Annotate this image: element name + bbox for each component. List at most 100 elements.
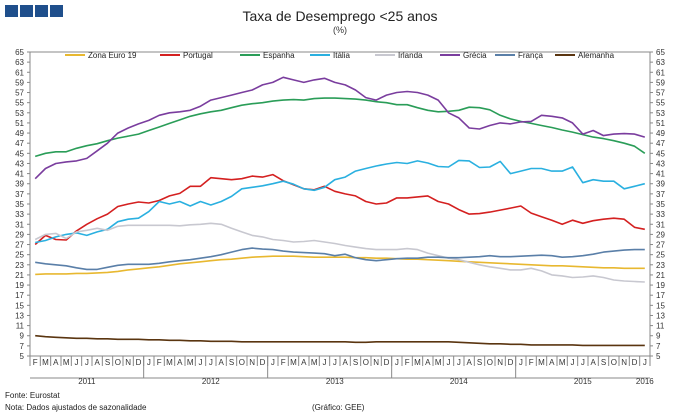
y-tick-label: 53 bbox=[656, 109, 665, 118]
legend-label: Zona Euro 19 bbox=[88, 51, 137, 60]
y-tick-label: 65 bbox=[656, 48, 665, 57]
y-tick-label: 51 bbox=[656, 119, 665, 128]
legend-label: Irlanda bbox=[398, 51, 423, 60]
month-label: J bbox=[323, 358, 327, 367]
y-tick-label: 47 bbox=[656, 139, 665, 148]
y-tick-label: 51 bbox=[15, 119, 24, 128]
series-line bbox=[35, 334, 645, 347]
y-tick-label: 45 bbox=[656, 149, 665, 158]
y-tick-label: 15 bbox=[15, 301, 24, 310]
y-tick-label: 61 bbox=[656, 68, 665, 77]
source-note: Fonte: Eurostat bbox=[5, 391, 60, 400]
month-label: S bbox=[477, 358, 482, 367]
y-tick-label: 45 bbox=[15, 149, 24, 158]
month-label: O bbox=[239, 358, 245, 367]
legend-label: França bbox=[518, 51, 543, 60]
year-label: 2016 bbox=[636, 377, 654, 386]
y-tick-label: 35 bbox=[15, 200, 24, 209]
y-tick-label: 31 bbox=[15, 220, 24, 229]
y-tick-label: 29 bbox=[15, 230, 24, 239]
month-label: M bbox=[559, 358, 566, 367]
month-label: A bbox=[342, 358, 348, 367]
month-label: J bbox=[395, 358, 399, 367]
logo-block bbox=[20, 5, 33, 17]
month-label: D bbox=[136, 358, 142, 367]
legend-label: Portugal bbox=[183, 51, 213, 60]
y-tick-label: 33 bbox=[15, 210, 24, 219]
month-label: N bbox=[125, 358, 131, 367]
y-tick-label: 13 bbox=[15, 311, 24, 320]
legend-label: Itália bbox=[333, 51, 350, 60]
series-line bbox=[35, 159, 645, 244]
y-tick-label: 43 bbox=[15, 159, 24, 168]
y-tick-label: 59 bbox=[656, 78, 665, 87]
y-tick-label: 33 bbox=[656, 210, 665, 219]
month-label: J bbox=[199, 358, 203, 367]
month-label: J bbox=[643, 358, 647, 367]
chart-subtitle: (%) bbox=[333, 25, 347, 35]
y-tick-label: 41 bbox=[656, 170, 665, 179]
legend-label: Grécia bbox=[463, 51, 487, 60]
year-label: 2012 bbox=[202, 377, 220, 386]
y-tick-label: 63 bbox=[656, 58, 665, 67]
y-tick-label: 7 bbox=[20, 342, 25, 351]
series-line bbox=[34, 222, 645, 283]
y-tick-label: 17 bbox=[15, 291, 24, 300]
y-tick-label: 35 bbox=[656, 200, 665, 209]
month-label: O bbox=[611, 358, 617, 367]
month-label: O bbox=[487, 358, 493, 367]
y-tick-label: 9 bbox=[656, 332, 661, 341]
month-label: D bbox=[508, 358, 514, 367]
y-tick-label: 55 bbox=[15, 99, 24, 108]
year-label: 2013 bbox=[326, 377, 344, 386]
y-tick-label: 39 bbox=[15, 180, 24, 189]
y-tick-label: 39 bbox=[656, 180, 665, 189]
month-label: A bbox=[94, 358, 100, 367]
chart-title: Taxa de Desemprego <25 anos bbox=[242, 8, 438, 24]
y-tick-label: 13 bbox=[656, 311, 665, 320]
y-tick-label: 5 bbox=[656, 352, 661, 361]
y-tick-label: 57 bbox=[15, 89, 24, 98]
y-tick-label: 19 bbox=[15, 281, 24, 290]
y-tick-label: 61 bbox=[15, 68, 24, 77]
month-label: M bbox=[538, 358, 545, 367]
logo bbox=[5, 5, 63, 17]
year-label: 2014 bbox=[450, 377, 468, 386]
y-tick-label: 63 bbox=[15, 58, 24, 67]
y-tick-label: 9 bbox=[20, 332, 25, 341]
y-tick-label: 53 bbox=[15, 109, 24, 118]
month-label: O bbox=[363, 358, 369, 367]
month-label: J bbox=[519, 358, 523, 367]
month-label: F bbox=[281, 358, 286, 367]
y-tick-label: 17 bbox=[656, 291, 665, 300]
month-label: M bbox=[166, 358, 173, 367]
month-label: J bbox=[271, 358, 275, 367]
logo-block bbox=[50, 5, 63, 17]
y-tick-label: 41 bbox=[15, 170, 24, 179]
month-label: M bbox=[311, 358, 318, 367]
month-label: S bbox=[105, 358, 110, 367]
month-label: J bbox=[581, 358, 585, 367]
month-label: D bbox=[260, 358, 266, 367]
month-label: F bbox=[33, 358, 38, 367]
month-label: M bbox=[290, 358, 297, 367]
y-tick-label: 19 bbox=[656, 281, 665, 290]
y-tick-label: 55 bbox=[656, 99, 665, 108]
y-tick-label: 37 bbox=[656, 190, 665, 199]
month-label: F bbox=[405, 358, 410, 367]
month-label: J bbox=[447, 358, 451, 367]
month-label: A bbox=[53, 358, 59, 367]
y-tick-label: 21 bbox=[656, 271, 665, 280]
series-line bbox=[34, 173, 645, 246]
year-label: 2015 bbox=[574, 377, 592, 386]
month-label: D bbox=[632, 358, 638, 367]
y-tick-label: 29 bbox=[656, 230, 665, 239]
y-tick-label: 25 bbox=[15, 251, 24, 260]
month-label: O bbox=[115, 358, 121, 367]
month-label: A bbox=[549, 358, 555, 367]
month-label: J bbox=[571, 358, 575, 367]
month-label: J bbox=[147, 358, 151, 367]
y-tick-label: 43 bbox=[656, 159, 665, 168]
month-label: M bbox=[63, 358, 70, 367]
